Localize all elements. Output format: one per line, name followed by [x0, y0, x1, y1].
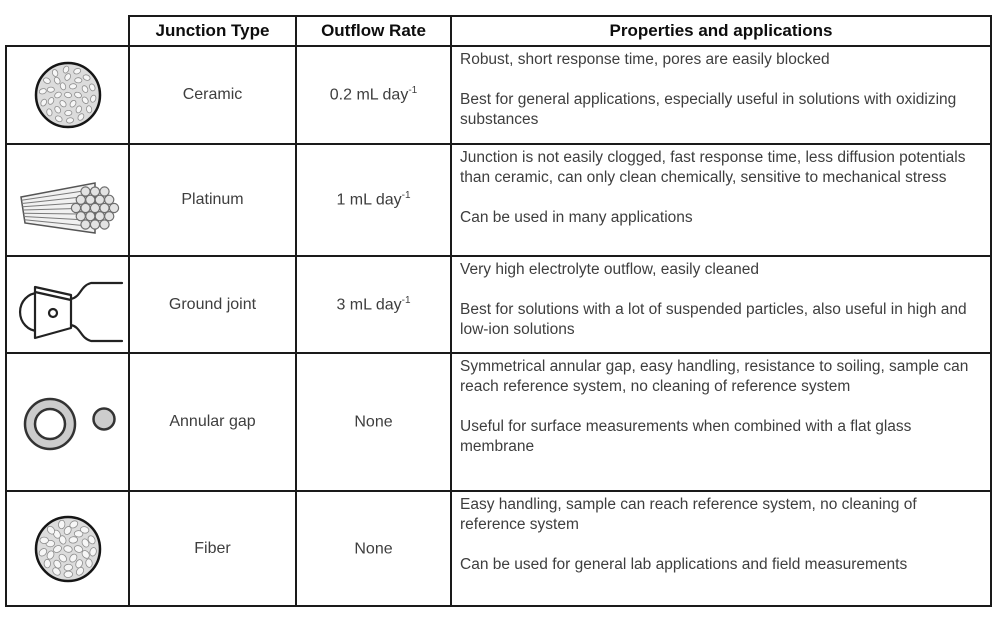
header-properties: Properties and applications [450, 15, 992, 47]
properties-text: Junction is not easily clogged, fast res… [460, 149, 966, 186]
table-row-platinum: Platinum 1 mL day-1 Junction is not easi… [5, 143, 992, 257]
properties-cell: Junction is not easily clogged, fast res… [450, 143, 992, 257]
outflow-rate-value: 0.2 mL day-1 [295, 45, 452, 145]
junction-type-value: Ceramic [128, 45, 297, 145]
icon-cell [5, 352, 130, 492]
outflow-rate-value: None [295, 352, 452, 492]
platinum-wire-bundle-icon [19, 182, 119, 234]
icon-cell [5, 490, 130, 607]
applications-text: Can be used in many applications [460, 209, 693, 226]
outflow-rate-value: None [295, 490, 452, 607]
outflow-exponent: -1 [401, 190, 411, 202]
properties-cell: Symmetrical annular gap, easy handling, … [450, 352, 992, 492]
properties-text: Easy handling, sample can reach referenc… [460, 496, 917, 533]
header-row: Junction Type Outflow Rate Properties an… [6, 15, 992, 47]
properties-text: Very high electrolyte outflow, easily cl… [460, 261, 759, 278]
applications-text: Best for solutions with a lot of suspend… [460, 301, 967, 338]
icon-cell [5, 45, 130, 145]
properties-cell: Robust, short response time, pores are e… [450, 45, 992, 145]
header-junction-type: Junction Type [128, 15, 297, 47]
junction-type-value: Annular gap [128, 352, 297, 492]
junction-type-value: Platinum [128, 143, 297, 257]
properties-cell: Very high electrolyte outflow, easily cl… [450, 255, 992, 354]
junction-types-table: Junction Type Outflow Rate Properties an… [5, 15, 992, 607]
table-row-ground-joint: Ground joint 3 mL day-1 Very high electr… [5, 255, 992, 354]
properties-text: Robust, short response time, pores are e… [460, 51, 830, 68]
icon-cell [5, 143, 130, 257]
fiber-cross-section-icon [34, 515, 101, 582]
icon-cell [5, 255, 130, 354]
outflow-text: None [354, 540, 393, 558]
applications-text: Useful for surface measurements when com… [460, 418, 912, 455]
table-row-ceramic: Ceramic 0.2 mL day-1 Robust, short respo… [5, 45, 992, 145]
ground-joint-icon [18, 281, 123, 342]
applications-text: Best for general applications, especiall… [460, 91, 957, 128]
outflow-text: 1 mL day [336, 191, 402, 209]
properties-cell: Easy handling, sample can reach referenc… [450, 490, 992, 607]
outflow-text: 0.2 mL day [329, 86, 409, 104]
outflow-rate-value: 1 mL day-1 [295, 143, 452, 257]
junction-type-value: Fiber [128, 490, 297, 607]
outflow-exponent: -1 [401, 294, 411, 306]
header-outflow-rate: Outflow Rate [295, 15, 452, 47]
ceramic-cross-section-icon [34, 61, 101, 129]
table-row-annular-gap: Annular gap None Symmetrical annular gap… [5, 352, 992, 492]
outflow-text: None [354, 413, 393, 431]
outflow-exponent: -1 [408, 85, 418, 97]
applications-text: Can be used for general lab applications… [460, 556, 908, 573]
outflow-text: 3 mL day [336, 296, 402, 314]
table-row-fiber: Fiber None Easy handling, sample can rea… [5, 490, 992, 607]
annular-gap-icon [23, 397, 116, 451]
properties-text: Symmetrical annular gap, easy handling, … [460, 358, 969, 395]
corner-spacer [6, 16, 130, 47]
outflow-rate-value: 3 mL day-1 [295, 255, 452, 354]
junction-type-value: Ground joint [128, 255, 297, 354]
